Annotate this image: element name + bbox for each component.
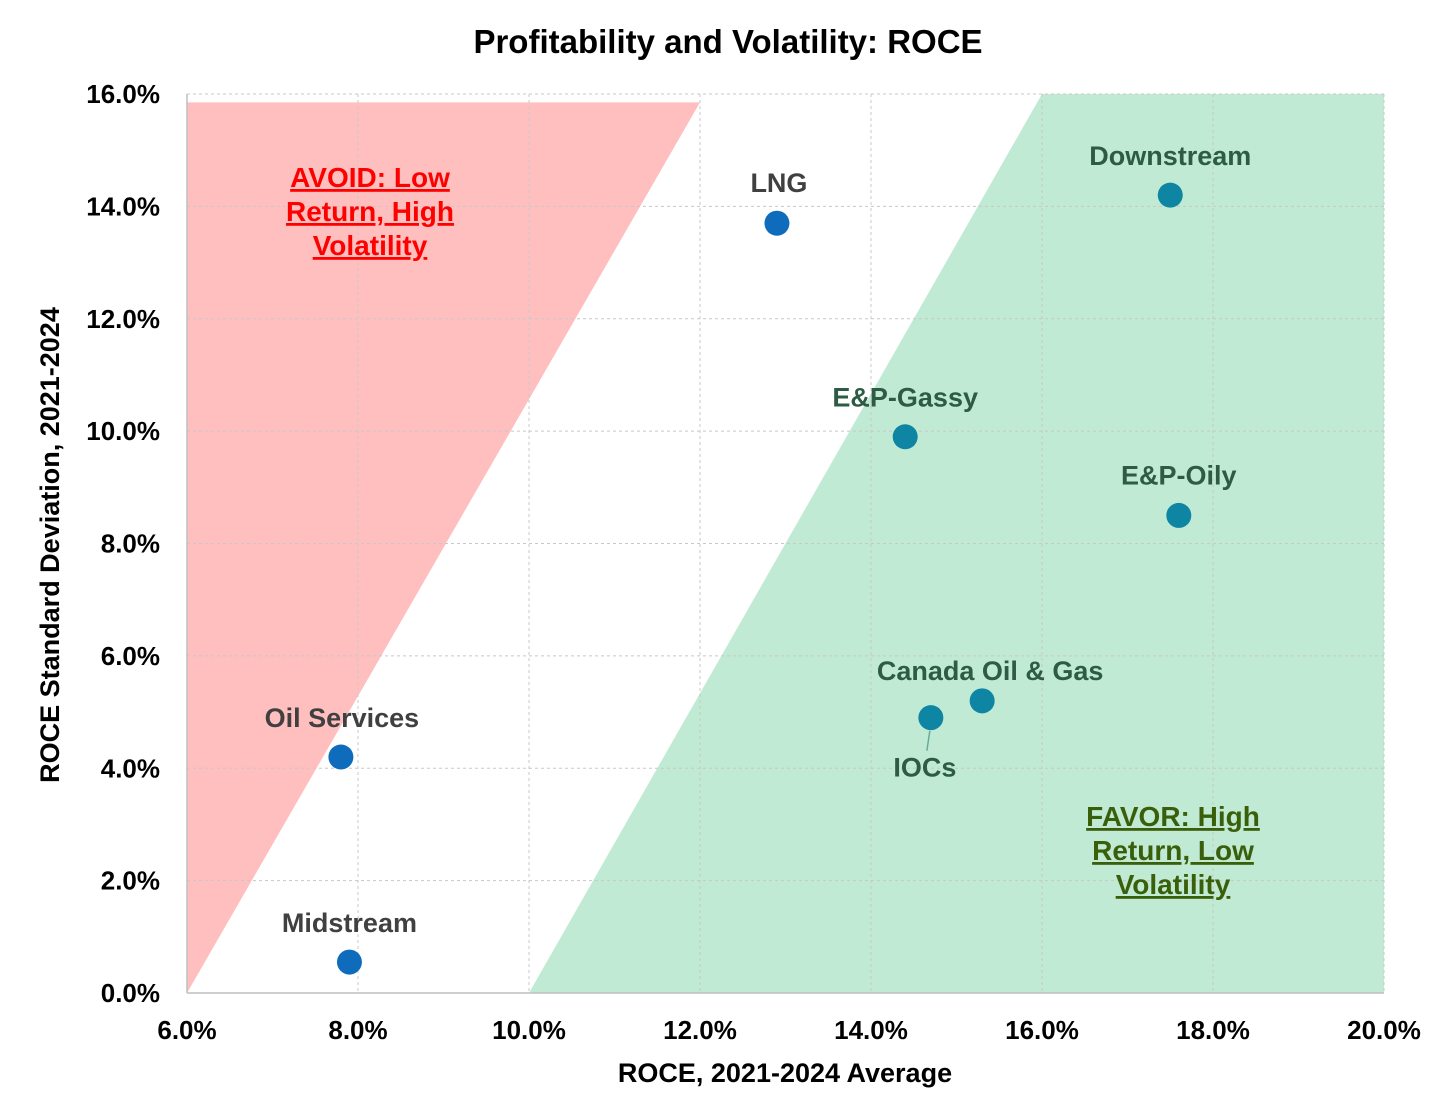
y-tick-label: 4.0% bbox=[101, 753, 160, 783]
x-tick-label: 10.0% bbox=[492, 1015, 566, 1045]
point-downstream bbox=[1157, 182, 1183, 208]
avoid-zone-label-line: AVOID: Low bbox=[290, 162, 450, 193]
tick-labels: 6.0% 8.0% 10.0% 12.0% 14.0% 16.0% 18.0% 20.0% 0.… bbox=[86, 79, 1421, 1045]
point-e-p-oily bbox=[1166, 502, 1192, 528]
leader-line-iocs bbox=[926, 730, 931, 751]
label-e-p-oily: E&P-Oily bbox=[1121, 460, 1237, 490]
point-oil-services bbox=[328, 744, 354, 770]
y-tick-label: 0.0% bbox=[101, 978, 160, 1008]
label-e-p-gassy: E&P-Gassy bbox=[832, 383, 978, 413]
label-downstream: Downstream bbox=[1089, 141, 1251, 171]
plot-area: 6.0% 8.0% 10.0% 12.0% 14.0% 16.0% 18.0% 20.0% 0.… bbox=[86, 79, 1421, 1045]
avoid-zone bbox=[187, 102, 700, 994]
avoid-zone-label-line: Volatility bbox=[313, 230, 428, 261]
axes bbox=[186, 94, 1384, 994]
leader-lines bbox=[926, 730, 931, 751]
point-midstream bbox=[336, 949, 362, 975]
favor-zone-label-line: Return, Low bbox=[1092, 835, 1254, 866]
y-tick-label: 14.0% bbox=[86, 191, 160, 221]
x-tick-label: 12.0% bbox=[663, 1015, 737, 1045]
chart-title: Profitability and Volatility: ROCE bbox=[473, 23, 982, 60]
point-canada-oil-gas bbox=[969, 688, 995, 714]
x-tick-label: 16.0% bbox=[1005, 1015, 1079, 1045]
x-tick-label: 6.0% bbox=[157, 1015, 216, 1045]
y-tick-label: 8.0% bbox=[101, 529, 160, 559]
label-canada-oil-gas: Canada Oil & Gas bbox=[877, 656, 1104, 686]
label-midstream: Midstream bbox=[282, 908, 417, 938]
point-lng bbox=[764, 210, 790, 236]
label-oil-services: Oil Services bbox=[265, 703, 420, 733]
x-tick-label: 14.0% bbox=[834, 1015, 908, 1045]
x-tick-label: 18.0% bbox=[1176, 1015, 1250, 1045]
point-e-p-gassy bbox=[892, 424, 918, 450]
favor-zone-label-line: FAVOR: High bbox=[1086, 801, 1260, 832]
y-tick-label: 12.0% bbox=[86, 304, 160, 334]
data-points bbox=[328, 182, 1192, 975]
y-tick-label: 6.0% bbox=[101, 641, 160, 671]
y-axis-title: ROCE Standard Deviation, 2021-2024 bbox=[35, 307, 65, 783]
y-tick-label: 10.0% bbox=[86, 416, 160, 446]
x-tick-label: 8.0% bbox=[328, 1015, 387, 1045]
point-iocs bbox=[918, 705, 944, 731]
y-tick-label: 16.0% bbox=[86, 79, 160, 109]
x-axis-title: ROCE, 2021-2024 Average bbox=[618, 1058, 952, 1088]
point-labels: LNG Oil Services Midstream Downstream E&P-Ga… bbox=[265, 141, 1252, 938]
favor-zone-label-line: Volatility bbox=[1116, 869, 1231, 900]
gridlines bbox=[187, 93, 1385, 993]
label-lng: LNG bbox=[750, 168, 807, 198]
label-iocs: IOCs bbox=[893, 753, 956, 783]
y-tick-label: 2.0% bbox=[101, 866, 160, 896]
x-tick-label: 20.0% bbox=[1347, 1015, 1421, 1045]
avoid-zone-label-line: Return, High bbox=[286, 196, 454, 227]
